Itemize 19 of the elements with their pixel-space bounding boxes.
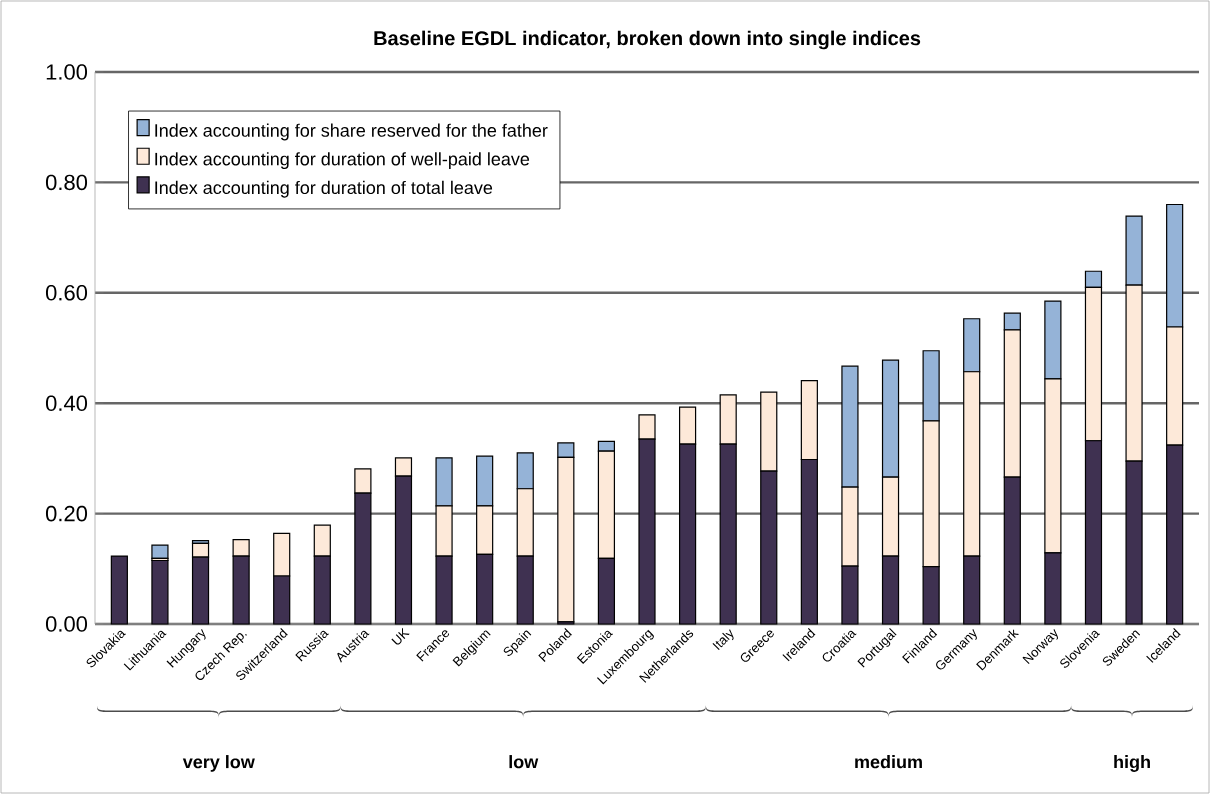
bar xyxy=(110,555,128,625)
y-tick-label: 0.40 xyxy=(45,395,88,411)
x-tick-label: UK xyxy=(391,627,410,645)
text: high xyxy=(1114,755,1150,772)
y-tick-label: 0.80 xyxy=(45,174,88,191)
y-tick-label: 0.00 xyxy=(45,616,88,632)
x-tick-label: Italy xyxy=(712,629,734,651)
legend-label: Index accounting for duration of well-paid leave xyxy=(155,152,530,170)
legend-label: Index accounting for share reserved for the father xyxy=(155,123,548,141)
y-tick-label: 0.60 xyxy=(45,285,88,301)
bar xyxy=(151,559,169,625)
chart-title: Baseline EGDL indicator, broken down into single indices xyxy=(374,30,921,50)
bar xyxy=(151,544,169,559)
text: low xyxy=(509,755,539,769)
y-tick-label: 0.20 xyxy=(45,505,88,522)
legend-label: Index accounting for duration of total leave xyxy=(155,180,493,198)
text: very low xyxy=(182,755,255,772)
y-tick-label: 1.00 xyxy=(46,64,88,80)
text: medium xyxy=(855,755,922,769)
